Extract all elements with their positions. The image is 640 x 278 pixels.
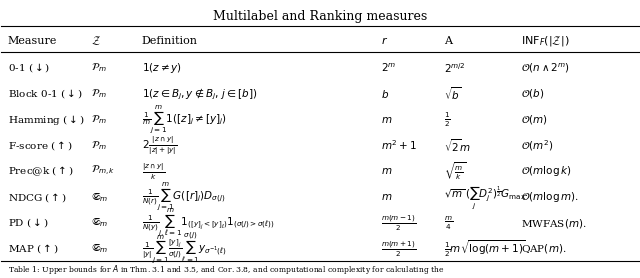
- Text: Table 1: Upper bounds for $A$ in Thm. 3.1 and 3.5, and Cor. 3.8, and computation: Table 1: Upper bounds for $A$ in Thm. 3.…: [8, 263, 444, 276]
- Text: $r$: $r$: [381, 35, 388, 46]
- Text: $m^2+1$: $m^2+1$: [381, 139, 417, 152]
- Text: $\sqrt{b}$: $\sqrt{b}$: [444, 86, 462, 102]
- Text: $\frac{1}{2}$: $\frac{1}{2}$: [444, 110, 451, 129]
- Text: $\mathcal{O}(b)$: $\mathcal{O}(b)$: [521, 87, 544, 100]
- Text: $\frac{1}{m}\sum_{j=1}^{m} 1([z]_j \neq [y]_j)$: $\frac{1}{m}\sum_{j=1}^{m} 1([z]_j \neq …: [141, 103, 227, 136]
- Text: $\mathcal{P}_m$: $\mathcal{P}_m$: [91, 139, 106, 152]
- Text: Multilabel and Ranking measures: Multilabel and Ranking measures: [213, 9, 427, 23]
- Text: $m$: $m$: [381, 166, 392, 176]
- Text: $\sqrt{\frac{m}{k}}$: $\sqrt{\frac{m}{k}}$: [444, 160, 467, 182]
- Text: $\mathrm{INF}_F(|\mathcal{Z}|)$: $\mathrm{INF}_F(|\mathcal{Z}|)$: [521, 34, 569, 48]
- Text: A: A: [444, 36, 452, 46]
- Text: Prec@k ($\uparrow$): Prec@k ($\uparrow$): [8, 165, 74, 178]
- Text: $b$: $b$: [381, 88, 388, 100]
- Text: Block 0-1 ($\downarrow$): Block 0-1 ($\downarrow$): [8, 87, 83, 100]
- Text: $\mathcal{O}(m^2)$: $\mathcal{O}(m^2)$: [521, 138, 553, 153]
- Text: MAP ($\uparrow$): MAP ($\uparrow$): [8, 242, 58, 255]
- Text: $\frac{1}{N(r)}\sum_{j=1}^{m} G([r]_j) D_{\sigma(j)}$: $\frac{1}{N(r)}\sum_{j=1}^{m} G([r]_j) D…: [141, 181, 225, 213]
- Text: $\mathcal{P}_m$: $\mathcal{P}_m$: [91, 113, 106, 126]
- Text: $m$: $m$: [381, 192, 392, 202]
- Text: $\mathfrak{S}_m$: $\mathfrak{S}_m$: [91, 242, 108, 255]
- Text: Definition: Definition: [141, 36, 198, 46]
- Text: NDCG ($\uparrow$): NDCG ($\uparrow$): [8, 191, 67, 204]
- Text: $\frac{1}{2}m\sqrt{\log(m+1)}$: $\frac{1}{2}m\sqrt{\log(m+1)}$: [444, 239, 526, 259]
- Text: $\mathcal{O}(m \log k)$: $\mathcal{O}(m \log k)$: [521, 164, 571, 178]
- Text: Hamming ($\downarrow$): Hamming ($\downarrow$): [8, 113, 84, 127]
- Text: $1(z \in B_j, y \notin B_j,\, j \in [b])$: $1(z \in B_j, y \notin B_j,\, j \in [b])…: [141, 86, 257, 101]
- Text: MWFAS$(m)$.: MWFAS$(m)$.: [521, 217, 586, 230]
- Text: $\mathcal{P}_m$: $\mathcal{P}_m$: [91, 62, 106, 75]
- Text: $\sqrt{m}\,(\sum_j D_j^2)^{\frac{1}{2}} G_{\max}$: $\sqrt{m}\,(\sum_j D_j^2)^{\frac{1}{2}} …: [444, 184, 527, 210]
- Text: $\mathcal{O}(m)$: $\mathcal{O}(m)$: [521, 113, 548, 126]
- Text: $\mathcal{O}(m \log m)$.: $\mathcal{O}(m \log m)$.: [521, 190, 579, 204]
- Text: $2^{m/2}$: $2^{m/2}$: [444, 61, 466, 75]
- Text: QAP$(m)$.: QAP$(m)$.: [521, 242, 566, 255]
- Text: $\mathcal{P}_{m,k}$: $\mathcal{P}_{m,k}$: [91, 164, 115, 178]
- Text: $\mathcal{O}(n \wedge 2^m)$: $\mathcal{O}(n \wedge 2^m)$: [521, 61, 570, 75]
- Text: $\mathcal{P}_m$: $\mathcal{P}_m$: [91, 88, 106, 100]
- Text: $2\frac{|z \cap y|}{|z|+|y|}$: $2\frac{|z \cap y|}{|z|+|y|}$: [141, 134, 177, 157]
- Text: $\frac{|z \cap y|}{k}$: $\frac{|z \cap y|}{k}$: [141, 161, 164, 182]
- Text: 0-1 ($\downarrow$): 0-1 ($\downarrow$): [8, 61, 50, 75]
- Text: $\mathcal{Z}$: $\mathcal{Z}$: [91, 34, 100, 47]
- Text: $\frac{1}{|y|}\sum_{j=1}^{m} \frac{[y]_j}{\sigma(j)}\sum_{\ell=1}^{\sigma(j)} y_: $\frac{1}{|y|}\sum_{j=1}^{m} \frac{[y]_j…: [141, 231, 227, 266]
- Text: $\frac{m(m+1)}{2}$: $\frac{m(m+1)}{2}$: [381, 239, 416, 259]
- Text: Measure: Measure: [8, 36, 57, 46]
- Text: $\frac{m}{4}$: $\frac{m}{4}$: [444, 215, 453, 232]
- Text: F-score ($\uparrow$): F-score ($\uparrow$): [8, 139, 72, 152]
- Text: $m$: $m$: [381, 115, 392, 125]
- Text: $\frac{m(m-1)}{2}$: $\frac{m(m-1)}{2}$: [381, 213, 416, 233]
- Text: $\frac{1}{N(y)}\sum_{j,\ell=1}^{m} 1_{([y]_j < [y]_\ell)} 1_{(\sigma(j)>\sigma(\: $\frac{1}{N(y)}\sum_{j,\ell=1}^{m} 1_{([…: [141, 207, 275, 239]
- Text: $\sqrt{2}m$: $\sqrt{2}m$: [444, 137, 471, 154]
- Text: $1(z \neq y)$: $1(z \neq y)$: [141, 61, 182, 75]
- Text: $2^m$: $2^m$: [381, 62, 396, 74]
- Text: $\mathfrak{S}_m$: $\mathfrak{S}_m$: [91, 217, 108, 229]
- Text: $\mathfrak{S}_m$: $\mathfrak{S}_m$: [91, 191, 108, 203]
- Text: PD ($\downarrow$): PD ($\downarrow$): [8, 217, 49, 229]
